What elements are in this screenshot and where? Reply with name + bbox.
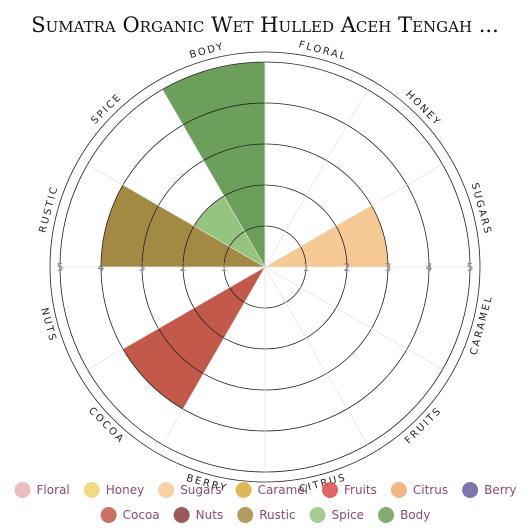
r-tick-label: 4 — [98, 261, 105, 274]
legend-swatch — [158, 482, 175, 498]
legend-item[interactable]: Body — [378, 507, 430, 523]
spoke — [87, 164, 266, 268]
legend-label: Fruits — [344, 483, 377, 497]
category-label: Body — [188, 41, 225, 61]
r-tick-label: 5 — [467, 261, 474, 274]
legend-item[interactable]: Floral — [14, 482, 70, 498]
spoke — [264, 266, 368, 445]
sector — [264, 205, 389, 268]
legend-item[interactable]: Nuts — [173, 507, 224, 523]
r-tick-label: 4 — [426, 261, 433, 274]
legend-swatch — [173, 507, 190, 523]
legend-item[interactable]: Honey — [83, 482, 144, 498]
r-tick-label: 2 — [344, 261, 351, 274]
legend-label: Floral — [37, 483, 70, 497]
category-label: Rustic — [38, 184, 61, 234]
legend-item[interactable]: Citrus — [390, 482, 448, 498]
spoke — [264, 266, 443, 370]
legend-label: Berry — [484, 483, 516, 497]
r-tick-label: 3 — [385, 261, 392, 274]
legend-swatch — [83, 482, 100, 498]
outer-circle — [49, 51, 481, 483]
legend-item[interactable]: Caramel — [235, 482, 308, 498]
r-tick-label: 3 — [139, 261, 146, 274]
legend-item[interactable]: Sugars — [158, 482, 222, 498]
legend-swatch — [309, 507, 326, 523]
legend-label: Nuts — [196, 508, 224, 522]
legend-label: Body — [400, 508, 430, 522]
legend-label: Cocoa — [123, 508, 160, 522]
spoke — [264, 89, 368, 268]
category-label: Caramel — [469, 294, 496, 356]
r-tick-label: 5 — [57, 261, 64, 274]
spoke — [264, 164, 443, 268]
legend-swatch — [14, 482, 31, 498]
spoke — [87, 266, 266, 370]
legend-label: Sugars — [180, 483, 221, 497]
legend-swatch — [235, 482, 252, 498]
r-tick-label: 1 — [221, 261, 228, 274]
category-label: Fruits — [403, 405, 444, 446]
legend-label: Citrus — [413, 483, 448, 497]
legend-item[interactable]: Fruits — [322, 482, 377, 498]
sector — [122, 266, 266, 410]
r-tick-label: 2 — [180, 261, 187, 274]
legend-item[interactable]: Cocoa — [100, 507, 160, 523]
legend-label: Caramel — [258, 483, 308, 497]
legend-item[interactable]: Spice — [309, 507, 365, 523]
legend-label: Rustic — [259, 508, 295, 522]
category-label: Honey — [403, 89, 443, 129]
legend-swatch — [462, 482, 479, 498]
legend-label: Spice — [332, 508, 365, 522]
spoke — [162, 89, 266, 268]
r-tick-label: 1 — [303, 261, 310, 274]
chart-title: Sumatra Organic Wet Hulled Aceh Tengah .… — [31, 13, 499, 37]
legend-item[interactable]: Berry — [462, 482, 516, 498]
spoke — [162, 266, 266, 445]
category-label: Floral — [297, 39, 348, 63]
legend-swatch — [378, 507, 395, 523]
legend-label: Honey — [106, 483, 144, 497]
legend-swatch — [100, 507, 117, 523]
legend-swatch — [390, 482, 407, 498]
legend-item[interactable]: Rustic — [237, 507, 296, 523]
legend-swatch — [322, 482, 339, 498]
legend-swatch — [237, 507, 254, 523]
